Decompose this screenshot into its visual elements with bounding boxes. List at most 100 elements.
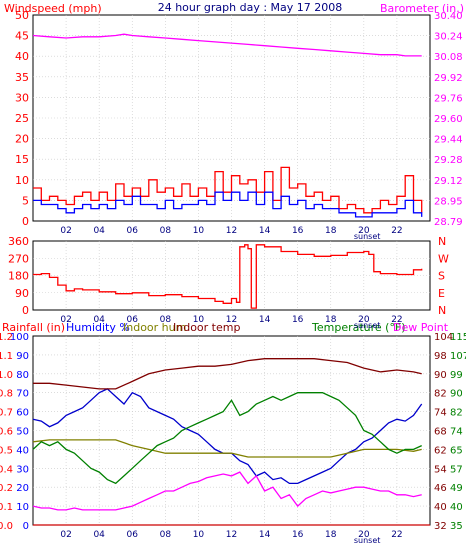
direction-tick-label: 90 xyxy=(15,287,29,300)
panel-3-xtick-label: 10 xyxy=(193,530,205,540)
temp-tick-label-a: 62 xyxy=(434,445,447,456)
rainfall-legend: Rainfall (in) xyxy=(2,321,65,334)
indoor-temp-line xyxy=(33,358,422,390)
humidity-tick-label: 90 xyxy=(16,351,29,362)
dew-point-line xyxy=(32,471,422,511)
panel-1-xtick-label: 02 xyxy=(60,226,71,236)
humidity-tick-label: 20 xyxy=(16,483,29,494)
windspeed-line xyxy=(33,191,423,218)
temp-tick-label-a: 104 xyxy=(434,332,453,343)
temp-tick-label-b: 35 xyxy=(450,521,463,532)
direction-tick-label: 0 xyxy=(22,304,29,317)
windspeed-tick-label: 0 xyxy=(22,215,29,228)
compass-tick-label: E xyxy=(438,287,445,300)
humidity-tick-label: 50 xyxy=(16,427,29,438)
panel-3-xtick-label: 06 xyxy=(127,530,139,540)
panel-3-xtick-label: 04 xyxy=(93,530,105,540)
temp-tick-label-a: 82 xyxy=(434,389,447,400)
windspeed-tick-label: 15 xyxy=(15,153,29,166)
barometer-axis-label: Barometer (in.) xyxy=(380,2,464,15)
panel-1-xtick-label: 10 xyxy=(193,226,205,236)
temperature-legend: Temperature (°F) xyxy=(311,321,406,334)
rainfall-tick-label: 0.1 xyxy=(0,502,13,513)
wind-direction-line xyxy=(33,244,423,309)
temp-tick-label-a: 46 xyxy=(434,483,447,494)
panel-2-xtick-label: 14 xyxy=(259,315,271,325)
rainfall-tick-label: 0.2 xyxy=(0,483,13,494)
rainfall-tick-label: 0.0 xyxy=(0,521,13,532)
panel-3-xtick-label: 16 xyxy=(292,530,304,540)
temp-tick-label-a: 98 xyxy=(434,351,447,362)
humidity-tick-label: 10 xyxy=(16,502,29,513)
panel-2-xtick-label: 04 xyxy=(93,315,105,325)
windspeed-tick-label: 10 xyxy=(15,174,29,187)
direction-tick-label: 180 xyxy=(8,270,29,283)
panel-3-xtick-label: 08 xyxy=(160,530,172,540)
panel-1-sunset-label: sunset xyxy=(354,232,381,241)
panel-2-xtick-label: 16 xyxy=(292,315,304,325)
temp-tick-label-b: 82 xyxy=(450,408,463,419)
panel-2-xtick-label: 22 xyxy=(391,315,402,325)
humidity-tick-label: 0 xyxy=(23,521,29,532)
barometer-tick-label: 30.40 xyxy=(434,11,463,22)
compass-tick-label: N xyxy=(438,304,446,317)
temp-tick-label-a: 54 xyxy=(434,464,447,475)
panel-2-xtick-label: 06 xyxy=(127,315,139,325)
panel-1-xtick-label: 22 xyxy=(391,226,402,236)
rainfall-tick-label: 0.4 xyxy=(0,464,13,475)
panel-1-xtick-label: 04 xyxy=(93,226,105,236)
temp-tick-label-a: 74 xyxy=(434,408,447,419)
barometer-tick-label: 29.76 xyxy=(434,93,463,104)
chart-layer: 02 04 06 08 10 12 14 16 18 20 22 sunset 0 5 10 15 20 25 30… xyxy=(0,9,466,545)
temp-tick-label-b: 49 xyxy=(450,483,463,494)
rainfall-tick-label: 0.6 xyxy=(0,427,13,438)
panel-3-xtick-label: 14 xyxy=(259,530,271,540)
barometer-tick-label: 29.92 xyxy=(434,73,463,84)
panel-1-xtick-label: 18 xyxy=(325,226,337,236)
panel-3-xtick-label: 12 xyxy=(226,530,237,540)
direction-tick-label: 270 xyxy=(8,252,29,265)
temp-tick-label-a: 90 xyxy=(434,370,447,381)
rainfall-tick-label: 1.2 xyxy=(0,332,13,343)
panel-1-xtick-label: 14 xyxy=(259,226,271,236)
rainfall-tick-label: 0.7 xyxy=(0,408,13,419)
dewpoint-legend: Dew Point xyxy=(393,321,449,334)
temp-tick-label-b: 107 xyxy=(450,351,466,362)
rainfall-tick-label: 1.0 xyxy=(0,370,13,381)
temp-tick-label-a: 32 xyxy=(434,521,447,532)
panel-2-xtick-label: 02 xyxy=(60,315,71,325)
panel-1-xtick-label: 16 xyxy=(292,226,304,236)
panel-1-xtick-label: 12 xyxy=(226,226,237,236)
windspeed-tick-label: 45 xyxy=(15,30,29,43)
rainfall-tick-label: 0.5 xyxy=(0,445,13,456)
humidity-legend: Humidity % xyxy=(66,321,130,334)
panel-2-xtick-label: 20 xyxy=(358,315,370,325)
barometer-tick-label: 30.08 xyxy=(434,52,463,63)
windspeed-tick-label: 40 xyxy=(15,50,29,63)
barometer-tick-label: 29.12 xyxy=(434,176,463,187)
humidity-tick-label: 40 xyxy=(16,445,29,456)
panel-2-xtick-label: 12 xyxy=(226,315,237,325)
temperature-f-line xyxy=(32,392,422,485)
temp-tick-label-b: 40 xyxy=(450,502,463,513)
humidity-tick-label: 70 xyxy=(16,389,29,400)
compass-tick-label: N xyxy=(438,235,446,248)
panel-2-sunset-label: sunset xyxy=(354,321,381,330)
panel-3-xtick-label: 02 xyxy=(60,530,71,540)
panel-1-xtick-label: 06 xyxy=(127,226,139,236)
compass-tick-label: W xyxy=(438,252,449,265)
indoor-temp-legend: Indoor temp xyxy=(173,321,240,334)
barometer-tick-label: 29.28 xyxy=(434,155,463,166)
direction-tick-label: 360 xyxy=(8,235,29,248)
humidity-tick-label: 30 xyxy=(16,464,29,475)
windspeed-tick-label: 25 xyxy=(15,112,29,125)
chart-title: 24 hour graph day : May 17 2008 xyxy=(158,1,343,14)
barometer-line xyxy=(32,33,422,57)
barometer-tick-label: 28.95 xyxy=(434,196,463,207)
rainfall-tick-label: 1.1 xyxy=(0,351,13,362)
compass-tick-label: S xyxy=(438,270,445,283)
windspeed-tick-label: 30 xyxy=(15,91,29,104)
humidity-tick-label: 100 xyxy=(10,332,29,343)
